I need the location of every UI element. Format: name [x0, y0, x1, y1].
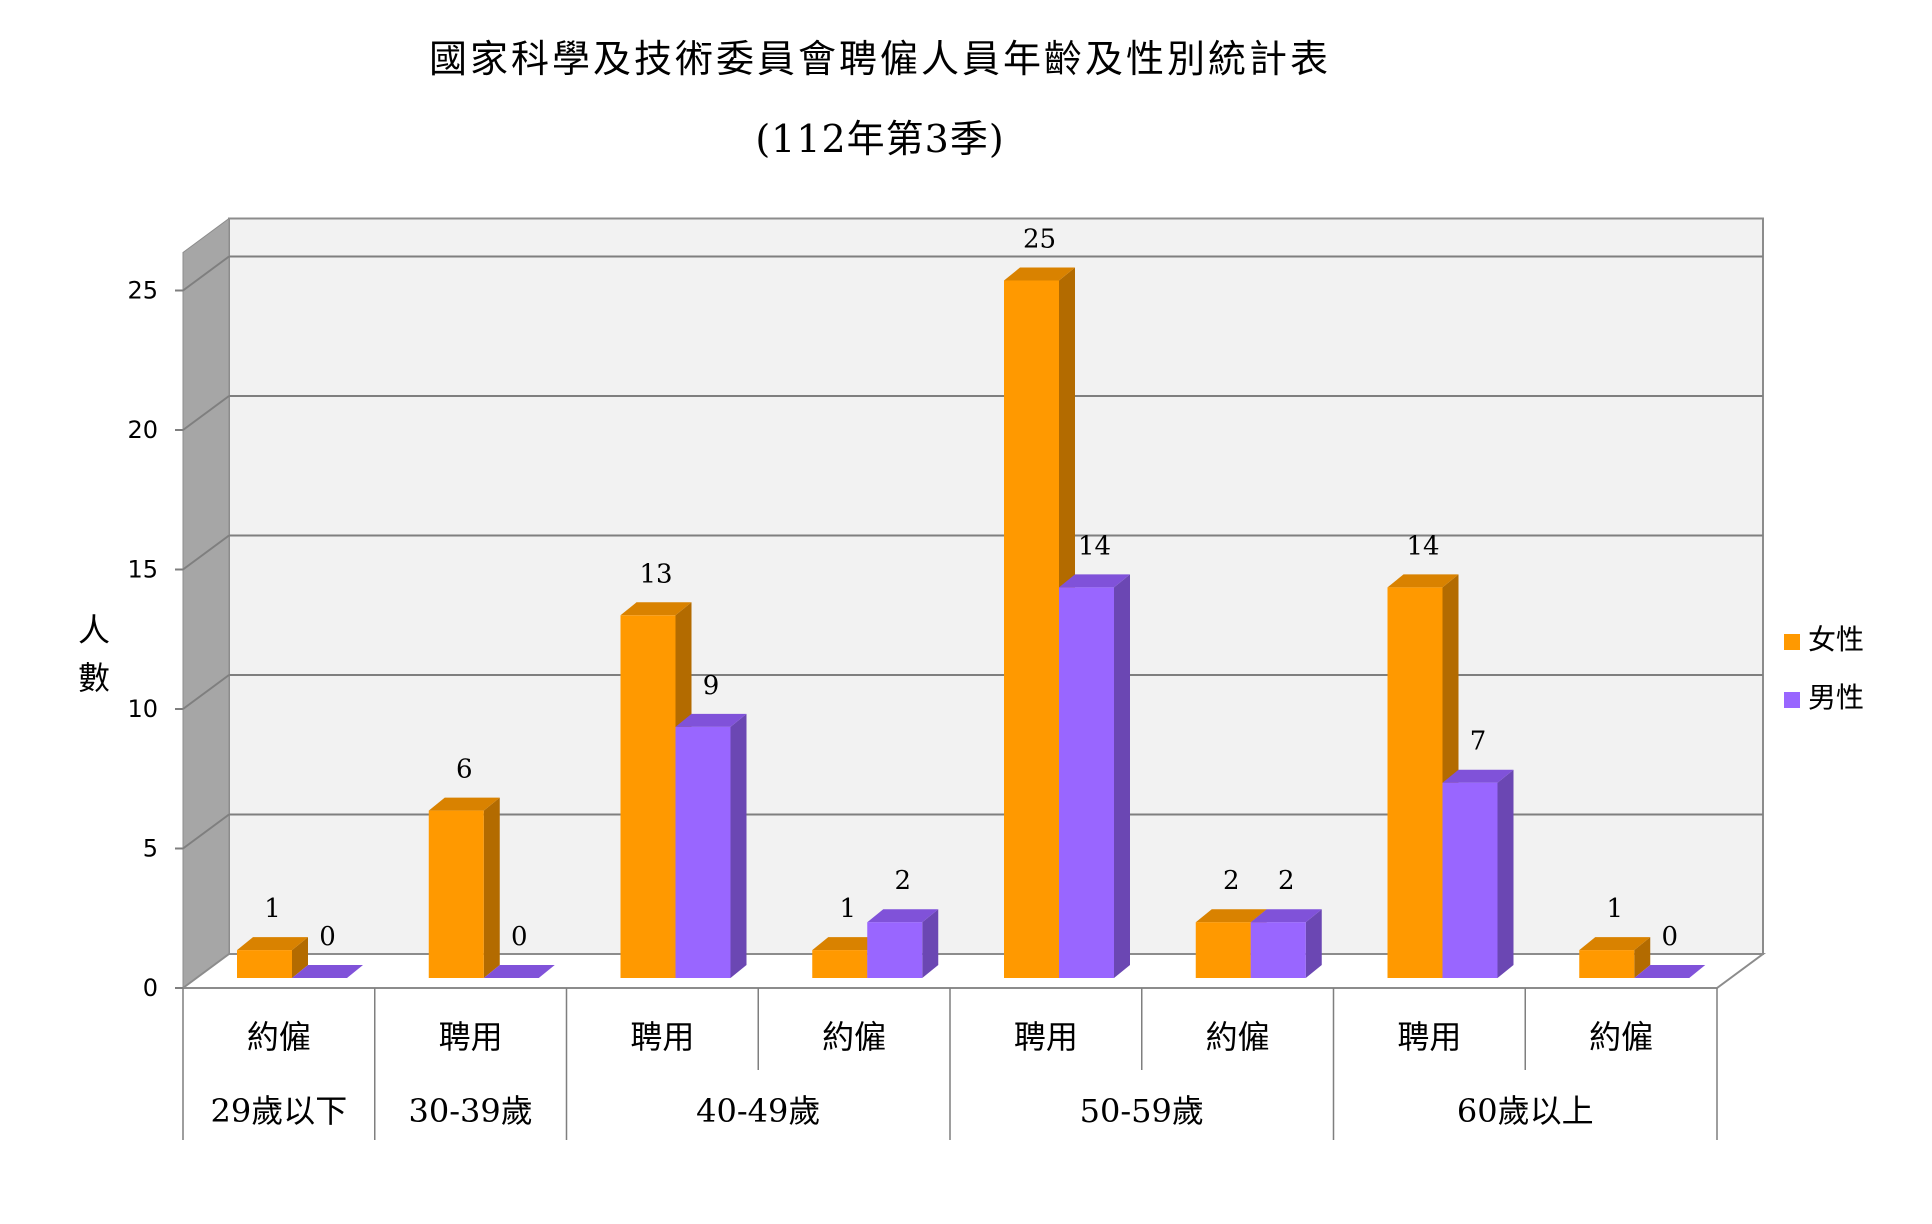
bar-side-male-6	[1497, 769, 1514, 978]
side-wall	[182, 217, 230, 989]
data-label-male-5: 2	[1278, 866, 1295, 896]
bar-top-female-1	[428, 797, 500, 811]
x-group-label-4: 50-59歲	[1080, 1092, 1204, 1130]
bar-female-0	[237, 950, 292, 978]
bar-top-female-4	[1004, 267, 1075, 281]
bar-side-male-5	[1305, 909, 1322, 978]
x-category-label-4: 聘用	[1014, 1018, 1078, 1056]
bar-male-2	[675, 726, 731, 978]
chart-subtitle: (112年第3季)	[755, 117, 1005, 161]
legend-item-female: 女性	[1784, 618, 1864, 658]
gridline-side	[182, 534, 230, 571]
bar-female-4	[1004, 280, 1059, 978]
bar-side-female-7	[1634, 937, 1651, 978]
bar-top-male-2	[675, 713, 747, 727]
bar-male-4	[1059, 587, 1114, 978]
data-label-male-2: 9	[703, 671, 720, 701]
x-group-label-1: 30-39歲	[408, 1092, 532, 1130]
bar-side-male-4	[1114, 574, 1130, 978]
y-tick-label: 10	[127, 695, 158, 723]
data-label-male-7: 0	[1661, 922, 1678, 952]
bar-female-2	[620, 615, 676, 978]
data-label-female-1: 6	[456, 755, 473, 785]
x-category-label-5: 約僱	[1206, 1018, 1270, 1056]
bar-top-male-7	[1634, 965, 1706, 978]
bar-top-male-5	[1250, 909, 1322, 923]
bar-side-female-1	[483, 797, 500, 978]
data-label-female-4: 25	[1023, 225, 1056, 255]
bar-side-male-3	[922, 909, 939, 978]
data-label-male-6: 7	[1470, 727, 1487, 757]
bar-side-female-0	[292, 937, 308, 978]
x-category-label-1: 聘用	[439, 1018, 503, 1056]
bar-side-male-2	[730, 713, 747, 978]
data-label-female-7: 1	[1606, 894, 1623, 924]
bar-top-female-5	[1195, 909, 1267, 923]
legend-label-female: 女性	[1808, 623, 1865, 656]
gridline-side	[182, 395, 230, 431]
bar-top-male-1	[483, 965, 555, 978]
bar-female-5	[1195, 922, 1251, 978]
y-tick-label: 15	[127, 556, 158, 584]
bar-top-female-0	[237, 937, 308, 951]
bar-top-female-2	[620, 602, 692, 616]
bar-top-female-7	[1579, 937, 1651, 951]
bar-female-3	[812, 950, 868, 978]
x-category-label-2: 聘用	[630, 1018, 694, 1056]
data-label-female-0: 1	[264, 894, 281, 924]
y-tick-label: 0	[143, 974, 158, 1002]
bar-male-6	[1442, 782, 1498, 978]
x-category-label-0: 約僱	[247, 1018, 311, 1056]
bar-female-1	[428, 810, 484, 978]
data-label-female-5: 2	[1223, 866, 1240, 896]
bar-male-3	[867, 922, 923, 978]
x-category-label-7: 約僱	[1589, 1018, 1653, 1056]
bar-top-male-6	[1442, 769, 1514, 783]
bar-female-7	[1579, 950, 1635, 978]
x-group-label-2: 40-49歲	[696, 1092, 820, 1130]
bar-top-male-3	[867, 909, 939, 923]
data-label-female-3: 1	[839, 894, 856, 924]
chart-title: 國家科學及技術委員會聘僱人員年齡及性別統計表	[428, 37, 1331, 81]
legend-label-male: 男性	[1808, 681, 1865, 714]
data-label-male-3: 2	[894, 866, 911, 896]
data-label-female-6: 14	[1406, 531, 1439, 561]
gridline-side	[182, 674, 230, 710]
bar-top-female-6	[1387, 574, 1459, 588]
bar-top-male-0	[292, 965, 363, 978]
floor	[179, 953, 1767, 989]
legend-swatch-male	[1784, 691, 1800, 708]
gridline-side	[182, 813, 230, 850]
x-group-label-0: 29歲以下	[211, 1092, 348, 1130]
legend-swatch-female	[1784, 633, 1800, 650]
data-label-male-1: 0	[511, 922, 528, 952]
y-axis-label: 人數	[77, 611, 110, 697]
y-tick-label: 5	[143, 835, 158, 863]
bar-top-male-4	[1059, 574, 1130, 588]
bar-male-5	[1250, 922, 1306, 978]
gridline-side	[182, 255, 230, 292]
x-category-label-6: 聘用	[1397, 1018, 1461, 1056]
x-category-label-3: 約僱	[822, 1018, 886, 1056]
x-group-label-6: 60歲以上	[1457, 1092, 1594, 1130]
legend-item-male: 男性	[1784, 676, 1864, 716]
data-label-male-0: 0	[319, 922, 336, 952]
bar-top-female-3	[812, 937, 884, 951]
bar-female-6	[1387, 587, 1443, 978]
y-tick-label: 25	[127, 277, 158, 305]
data-label-male-4: 14	[1078, 531, 1111, 561]
data-label-female-2: 13	[639, 559, 672, 589]
y-tick-label: 20	[127, 416, 158, 444]
